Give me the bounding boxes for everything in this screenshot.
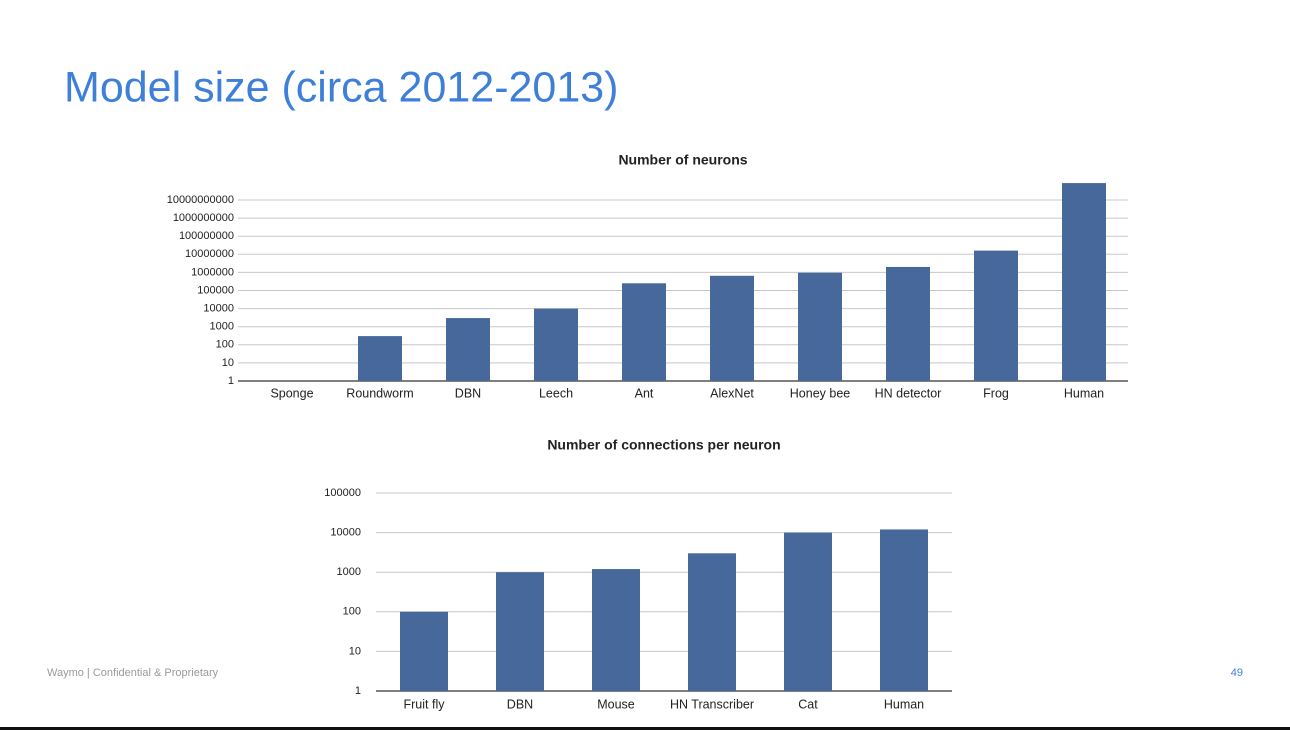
bar [798, 272, 842, 381]
x-tick-label: Mouse [597, 697, 635, 711]
x-tick-label: DBN [455, 386, 481, 400]
bar [688, 553, 736, 691]
y-tick-label: 100000000 [179, 230, 234, 242]
chart-title: Number of connections per neuron [547, 437, 780, 453]
y-tick-label: 100000 [324, 487, 361, 499]
bar [446, 318, 490, 381]
x-tick-label: Human [884, 697, 924, 711]
y-tick-label: 1000000 [191, 266, 234, 278]
x-tick-label: Roundworm [346, 386, 413, 400]
chart-title: Number of neurons [618, 152, 747, 168]
y-tick-label: 10 [349, 645, 361, 657]
x-tick-label: Honey bee [790, 386, 851, 400]
y-tick-label: 10000 [330, 527, 361, 539]
bar [534, 308, 578, 381]
bar [592, 569, 640, 691]
bar [886, 266, 930, 381]
x-tick-label: Cat [798, 697, 818, 711]
y-tick-label: 1000 [210, 321, 234, 333]
y-tick-label: 10000000000 [167, 194, 234, 206]
page-number: 49 [1231, 667, 1243, 679]
x-tick-label: Leech [539, 386, 573, 400]
bar [358, 336, 402, 381]
x-tick-label: Ant [635, 386, 654, 400]
y-tick-label: 1 [355, 685, 361, 697]
x-tick-label: AlexNet [710, 386, 754, 400]
y-tick-label: 100 [343, 606, 361, 618]
bar [496, 572, 544, 691]
y-tick-label: 10 [222, 357, 234, 369]
y-tick-label: 10000000 [185, 248, 234, 260]
y-tick-label: 100 [216, 339, 234, 351]
x-tick-label: Sponge [270, 386, 313, 400]
x-tick-label: Fruit fly [404, 697, 446, 711]
y-tick-label: 10000 [203, 303, 234, 315]
x-tick-label: HN detector [875, 386, 942, 400]
x-tick-label: HN Transcriber [670, 697, 754, 711]
y-tick-label: 1000000000 [173, 212, 234, 224]
x-tick-label: Frog [983, 386, 1009, 400]
y-tick-label: 1 [228, 375, 234, 387]
slide-title: Model size (circa 2012-2013) [64, 63, 619, 111]
bar [974, 250, 1018, 381]
bar [710, 275, 754, 381]
bottom-bar [0, 727, 1290, 730]
bar [1062, 183, 1106, 381]
bar [880, 529, 928, 691]
bar [622, 283, 666, 381]
bar [400, 611, 448, 691]
x-tick-label: DBN [507, 697, 533, 711]
bar [784, 532, 832, 691]
y-tick-label: 100000 [197, 284, 234, 296]
x-tick-label: Human [1064, 386, 1104, 400]
y-tick-label: 1000 [337, 566, 361, 578]
footer: Waymo | Confidential & Proprietary [47, 667, 219, 679]
